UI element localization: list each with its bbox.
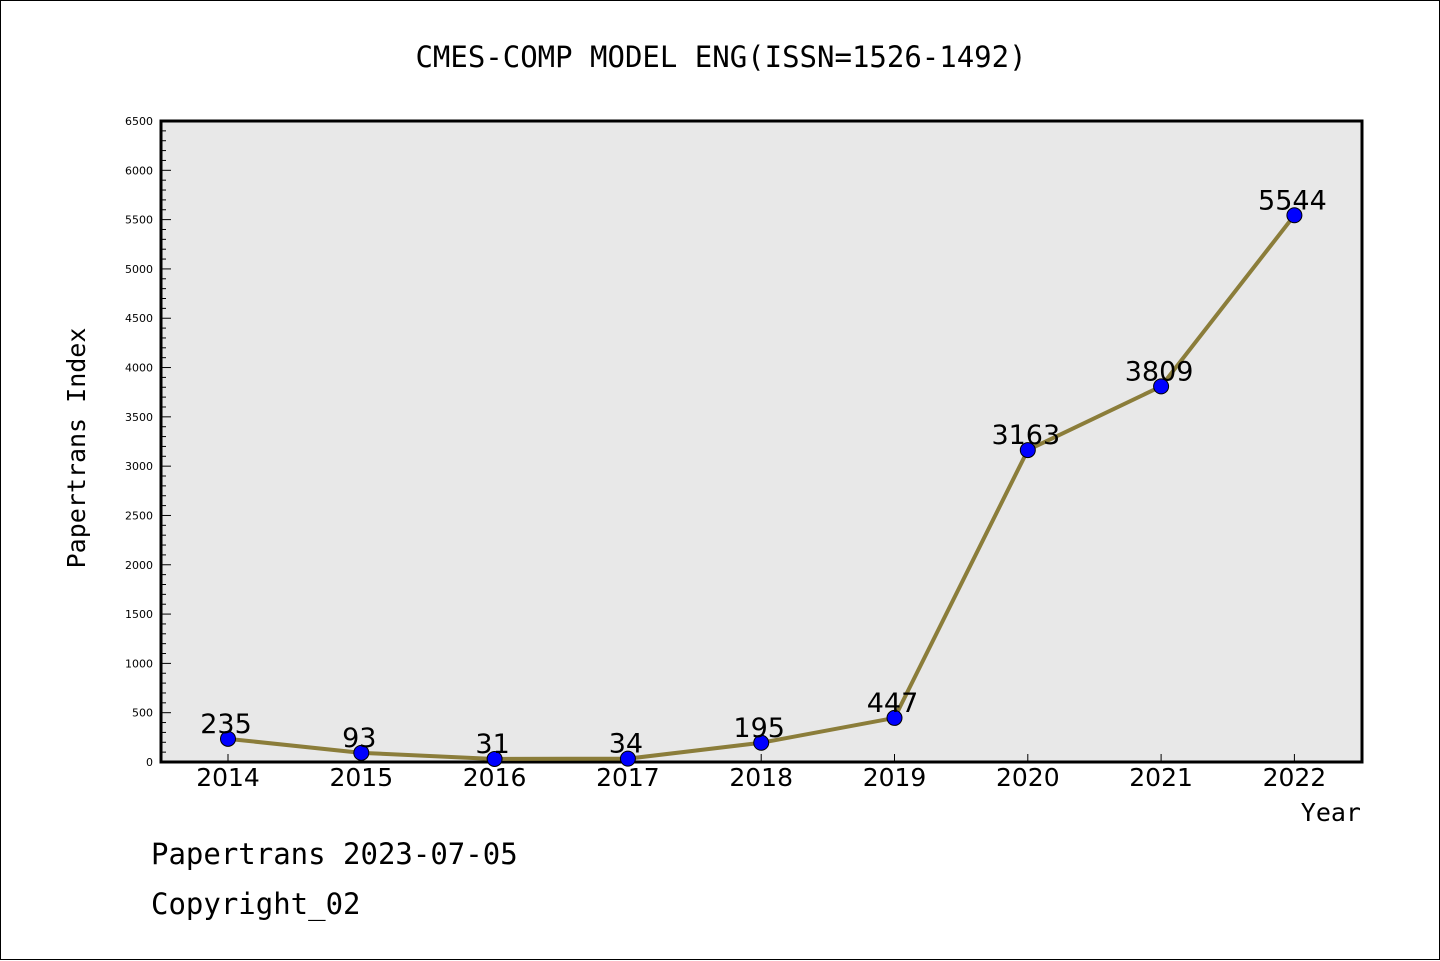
y-tick-label: 2500: [125, 509, 153, 522]
y-tick-label: 4500: [125, 312, 153, 325]
data-label: 447: [867, 688, 919, 719]
x-tick-label: 2022: [1263, 763, 1327, 792]
data-label: 195: [733, 713, 785, 744]
x-axis: 2014 2015 2016 2017 2018 2019 2020 2021 2022: [196, 754, 1326, 792]
x-tick-label: 2020: [996, 763, 1060, 792]
data-label: 3163: [991, 420, 1060, 451]
x-tick-label: 2017: [596, 763, 660, 792]
y-axis-label: Papertrans Index: [62, 328, 91, 569]
x-tick-label: 2021: [1129, 763, 1193, 792]
data-point: [1286, 207, 1303, 224]
x-tick-label: 2018: [729, 763, 793, 792]
data-label: 93: [342, 723, 376, 754]
data-label: 31: [475, 729, 509, 760]
series-markers: [220, 207, 1303, 767]
x-axis-label: Year: [1301, 798, 1361, 827]
y-axis: 0 500 1000 1500 2000 2500 3000 3500 4000 4500 5000…: [125, 115, 171, 769]
data-point: [619, 750, 636, 767]
y-tick-label: 6500: [125, 115, 153, 128]
data-label: 235: [200, 709, 252, 740]
data-label: 5544: [1258, 185, 1327, 216]
data-label: 3809: [1125, 356, 1194, 387]
y-tick-label: 4000: [125, 362, 153, 375]
x-tick-label: 2016: [463, 763, 527, 792]
chart-title: CMES-COMP MODEL ENG(ISSN=1526-1492): [415, 40, 1026, 74]
data-point: [353, 744, 370, 761]
footer-copyright: Copyright_02: [151, 887, 361, 921]
y-tick-label: 2000: [125, 559, 153, 572]
x-tick-label: 2015: [329, 763, 393, 792]
footer-date: Papertrans 2023-07-05: [151, 837, 518, 871]
x-tick-label: 2019: [863, 763, 927, 792]
data-labels: 235 93 31 34 195 447 3163 3809 5544: [200, 185, 1327, 760]
data-point: [1019, 442, 1036, 459]
x-tick-label: 2014: [196, 763, 260, 792]
data-label: 34: [609, 729, 643, 760]
y-tick-label: 3000: [125, 460, 153, 473]
y-tick-label: 5000: [125, 263, 153, 276]
plot-area: [159, 119, 1364, 764]
y-tick-label: 1000: [125, 657, 153, 670]
y-tick-label: 500: [132, 707, 153, 720]
data-point: [753, 734, 770, 751]
data-point: [220, 730, 236, 747]
data-point: [886, 709, 903, 726]
y-tick-label: 0: [146, 756, 153, 769]
y-tick-label: 3500: [125, 411, 153, 424]
y-tick-label: 1500: [125, 608, 153, 621]
y-tick-label: 6000: [125, 164, 153, 177]
data-point: [1153, 378, 1170, 395]
y-tick-label: 5500: [125, 214, 153, 227]
data-point: [486, 750, 503, 767]
